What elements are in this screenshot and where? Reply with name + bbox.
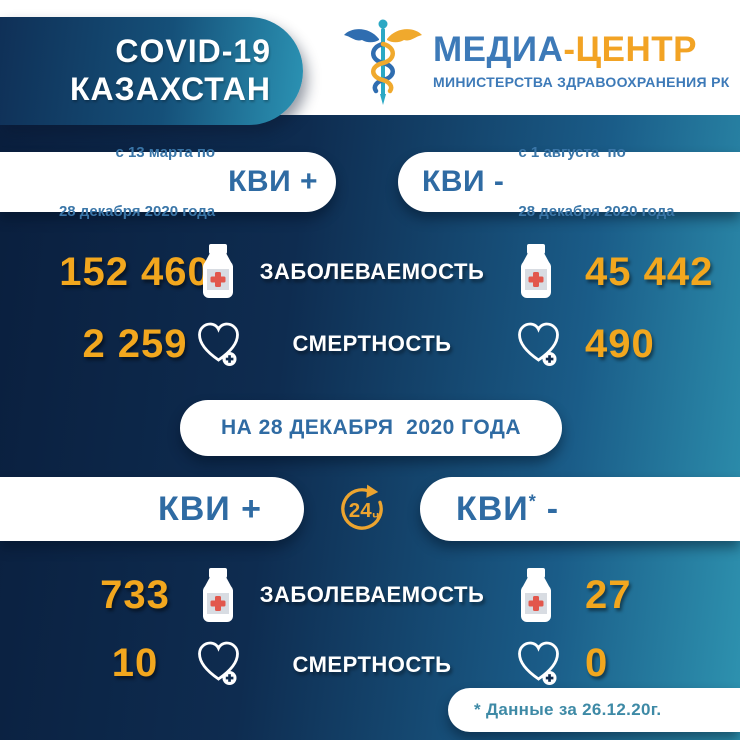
covid-kazakhstan-badge: COVID-19 КАЗАХСТАН xyxy=(0,17,303,125)
cumulative-incidence-label: ЗАБОЛЕВАЕМОСТЬ xyxy=(259,259,485,284)
caduceus-icon xyxy=(343,16,423,111)
logo-subtitle: МИНИСТЕРСТВА ЗДРАВООХРАНЕНИЯ РК xyxy=(433,74,730,90)
period-pill-kvi-plus: с 13 марта по 28 декабря 2020 года КВИ + xyxy=(0,144,336,220)
24h-number: 24 xyxy=(349,499,372,522)
kvi-minus-label: КВИ - xyxy=(422,165,505,198)
daily-kvi-minus-label: КВИ* - xyxy=(456,489,560,528)
24h-clock-arrow-icon: 24 ч xyxy=(334,478,390,539)
period-dates-line2: 28 декабря 2020 года xyxy=(518,202,675,220)
header: COVID-19 КАЗАХСТАН МЕДИА-ЦЕНТР xyxy=(0,0,740,125)
period-dates-line2: 28 декабря 2020 года xyxy=(58,202,216,220)
badge-title-line1: COVID-19 xyxy=(115,33,271,70)
report-date-label: НА 28 ДЕКАБРЯ 2020 ГОДА xyxy=(220,416,521,439)
logo-title-yellow-part: -ЦЕНТР xyxy=(563,30,697,69)
24h-unit: ч xyxy=(372,509,379,522)
daily-kvi-plus-pill: КВИ + xyxy=(0,477,304,541)
kvi-plus-label: КВИ + xyxy=(228,165,318,198)
daily-kvi-minus-pill: КВИ* - xyxy=(420,477,740,541)
heart-health-icon xyxy=(516,321,562,372)
report-date-pill: НА 28 ДЕКАБРЯ 2020 ГОДА xyxy=(180,400,562,456)
period-dates-line1: с 13 марта по xyxy=(115,144,216,161)
medicine-bottle-icon xyxy=(516,244,556,303)
daily-mortality-kvi-plus-value: 10 xyxy=(111,641,159,685)
heart-health-icon xyxy=(196,640,242,691)
heart-health-icon xyxy=(516,640,562,691)
heart-health-icon xyxy=(196,321,242,372)
footnote-text: * Данные за 26.12.20г. xyxy=(474,700,662,719)
cumulative-incidence-kvi-plus-value: 152 460 xyxy=(59,250,211,294)
daily-mortality-kvi-minus-value: 0 xyxy=(585,641,609,685)
period-dates-kvi-plus: с 13 марта по 28 декабря 2020 года xyxy=(59,104,215,260)
daily-mortality-label: СМЕРТНОСТЬ xyxy=(292,652,452,677)
logo-text-block: МЕДИА-ЦЕНТР МИНИСТЕРСТВА ЗДРАВООХРАНЕНИЯ… xyxy=(433,16,730,90)
cumulative-mortality-kvi-minus-value: 490 xyxy=(585,322,655,366)
period-pill-kvi-minus: КВИ - с 1 августа по 28 декабря 2020 год… xyxy=(398,144,740,220)
media-center-logo: МЕДИА-ЦЕНТР МИНИСТЕРСТВА ЗДРАВООХРАНЕНИЯ… xyxy=(343,16,730,111)
badge-title-line2: КАЗАХСТАН xyxy=(70,71,271,107)
medicine-bottle-icon xyxy=(516,568,556,627)
logo-title: МЕДИА-ЦЕНТР xyxy=(433,32,730,67)
daily-incidence-kvi-minus-value: 27 xyxy=(585,573,632,617)
logo-title-blue-part: МЕДИА xyxy=(433,30,564,69)
cumulative-mortality-kvi-plus-value: 2 259 xyxy=(82,322,188,366)
daily-incidence-kvi-plus-value: 733 xyxy=(100,573,170,617)
period-dates-line1: с 1 августа по xyxy=(518,144,626,161)
footnote-pill: * Данные за 26.12.20г. xyxy=(448,688,740,732)
medicine-bottle-icon xyxy=(198,568,238,627)
cumulative-incidence-kvi-minus-value: 45 442 xyxy=(585,250,714,294)
daily-incidence-label: ЗАБОЛЕВАЕМОСТЬ xyxy=(259,582,485,607)
period-dates-kvi-minus: с 1 августа по 28 декабря 2020 года xyxy=(518,104,674,260)
cumulative-mortality-label: СМЕРТНОСТЬ xyxy=(292,331,452,356)
footnote-asterisk: * xyxy=(528,491,537,512)
medicine-bottle-icon xyxy=(198,244,238,303)
daily-kvi-plus-label: КВИ + xyxy=(157,489,262,528)
stats-panel: с 13 марта по 28 декабря 2020 года КВИ +… xyxy=(0,115,740,740)
